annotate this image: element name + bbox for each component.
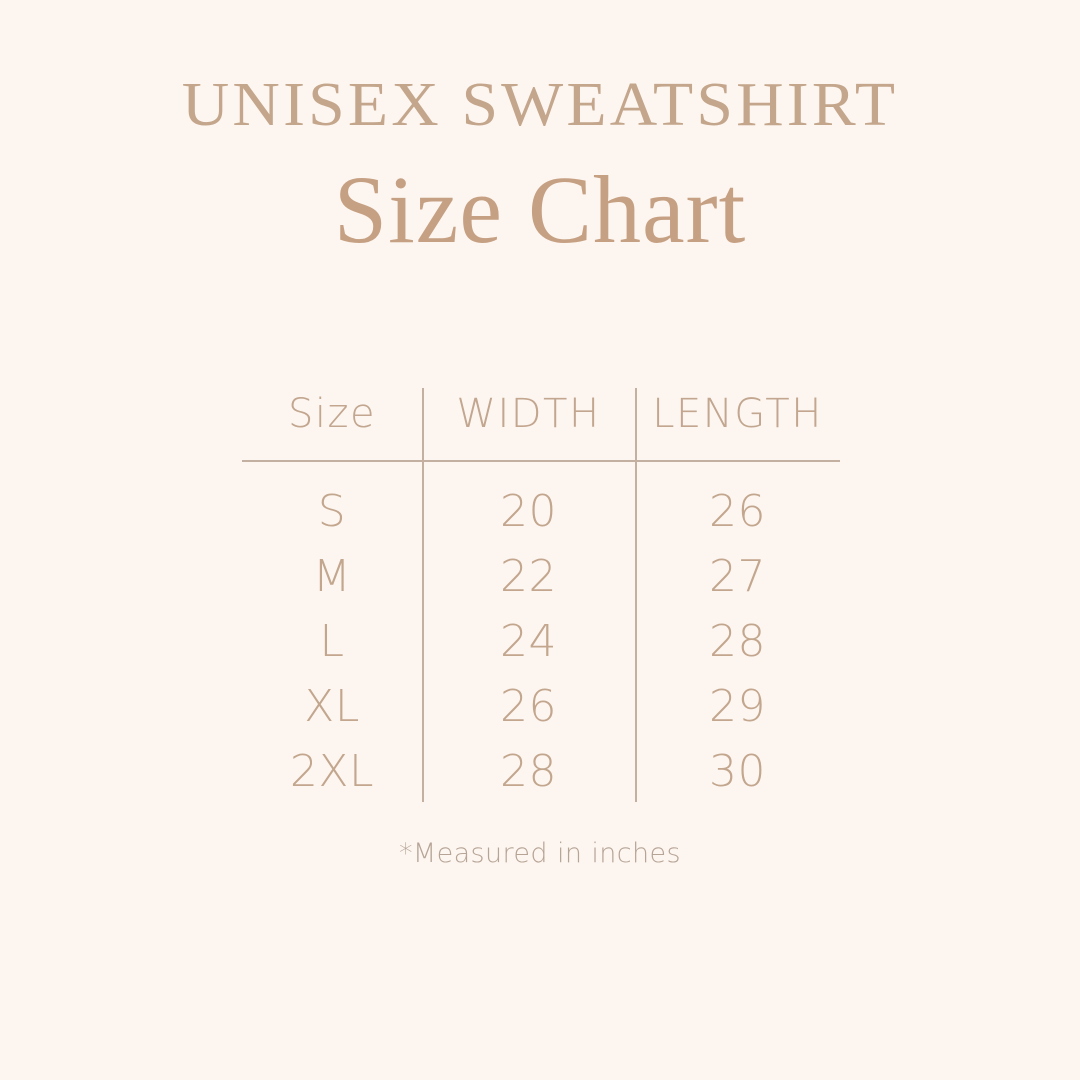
column-divider-1 (422, 388, 424, 802)
cell-width: 22 (500, 551, 557, 602)
table-grid: Size WIDTH LENGTH S 20 26 M 22 27 L 24 2… (242, 386, 840, 802)
table-row: S 20 26 (242, 480, 840, 544)
heading-block: UNISEX SWEATSHIRT Size Chart (0, 74, 1080, 258)
size-chart-table: Size WIDTH LENGTH S 20 26 M 22 27 L 24 2… (242, 386, 840, 802)
cell-length: 28 (709, 616, 766, 667)
column-divider-2 (635, 388, 637, 802)
cell-length: 30 (709, 746, 766, 797)
table-row: M 22 27 (242, 545, 840, 609)
cell-width: 26 (500, 681, 557, 732)
table-row: L 24 28 (242, 610, 840, 674)
cell-width: 28 (500, 746, 557, 797)
cell-size: M (312, 551, 352, 602)
column-header-length: LENGTH (652, 391, 823, 437)
table-header-row: Size WIDTH LENGTH (242, 386, 840, 452)
table-row: 2XL 28 30 (242, 740, 840, 804)
cell-size: XL (304, 681, 360, 732)
cell-size: 2XL (289, 746, 375, 797)
cell-length: 27 (709, 551, 766, 602)
cell-size: S (317, 486, 347, 537)
table-row: XL 26 29 (242, 675, 840, 739)
column-header-width: WIDTH (456, 391, 601, 437)
column-header-size: Size (287, 391, 377, 437)
page-title-main: Size Chart (333, 156, 747, 263)
header-divider (242, 460, 840, 462)
cell-width: 24 (500, 616, 557, 667)
cell-length: 26 (709, 486, 766, 537)
cell-size: L (319, 616, 345, 667)
page-title-product: UNISEX SWEATSHIRT (181, 71, 899, 139)
measurement-note: *Measured in inches (398, 838, 682, 869)
cell-width: 20 (500, 486, 557, 537)
cell-length: 29 (709, 681, 766, 732)
